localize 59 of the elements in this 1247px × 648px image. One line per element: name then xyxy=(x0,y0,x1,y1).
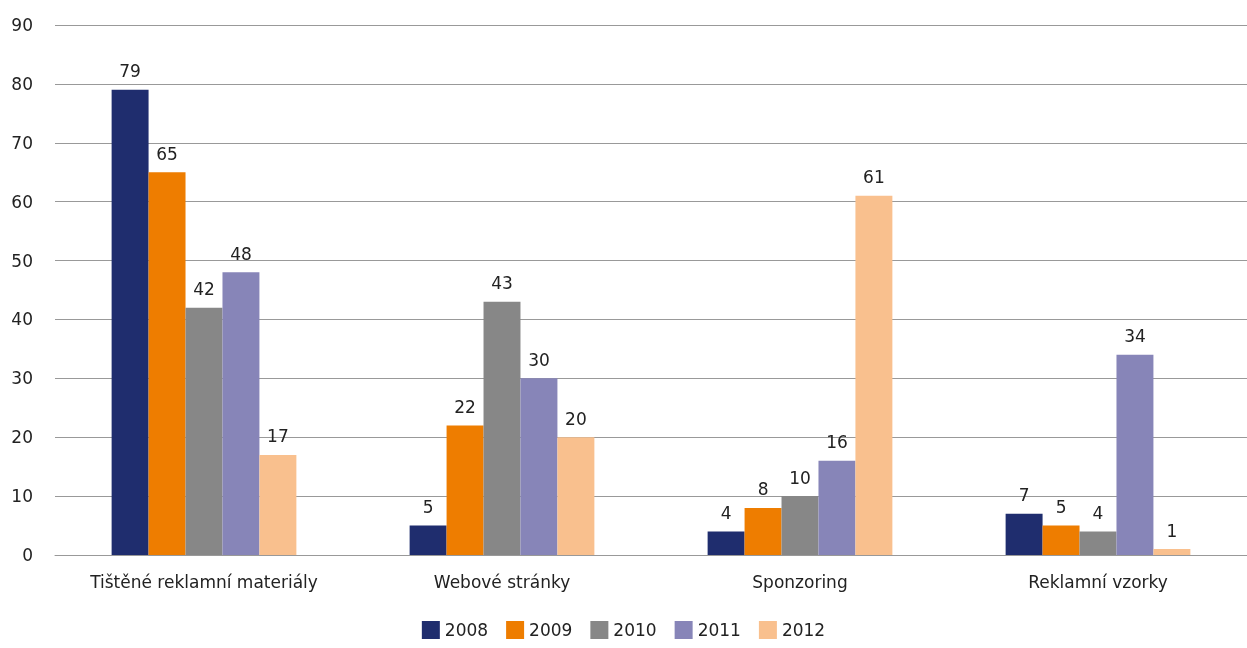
data-label: 17 xyxy=(267,426,289,447)
bar xyxy=(483,301,521,555)
y-tick-label: 80 xyxy=(11,73,33,94)
bar xyxy=(744,507,782,555)
data-label: 5 xyxy=(1055,497,1067,518)
data-label: 61 xyxy=(863,167,885,188)
bar xyxy=(520,378,558,555)
data-label: 5 xyxy=(422,497,434,518)
bar xyxy=(185,307,223,555)
y-tick-label: 90 xyxy=(11,15,33,35)
x-tick-label: Reklamní vzorky xyxy=(1028,571,1168,592)
bar xyxy=(1005,513,1043,555)
bar xyxy=(222,272,260,555)
bar xyxy=(1042,525,1080,555)
legend-label: 2012 xyxy=(781,620,826,640)
x-tick-label: Sponzoring xyxy=(752,571,848,592)
data-label: 30 xyxy=(528,349,550,370)
y-tick-label: 60 xyxy=(11,191,33,212)
data-label: 8 xyxy=(757,479,769,500)
data-label: 4 xyxy=(720,502,732,523)
bar xyxy=(707,531,745,555)
bar xyxy=(855,195,893,555)
bar xyxy=(409,525,447,555)
x-tick-label: Tištěné reklamní materiály xyxy=(89,571,318,592)
data-label: 48 xyxy=(230,243,252,264)
legend-label: 2009 xyxy=(529,620,573,640)
bar xyxy=(148,172,186,555)
bar xyxy=(1153,549,1191,555)
y-tick-label: 10 xyxy=(11,486,33,507)
data-label: 10 xyxy=(789,467,811,488)
data-label: 20 xyxy=(565,408,587,429)
y-tick-label: 20 xyxy=(11,427,33,448)
bar xyxy=(259,454,297,555)
bar xyxy=(557,437,595,555)
data-label: 79 xyxy=(119,61,141,82)
data-label: 16 xyxy=(826,432,848,453)
bar xyxy=(1079,531,1117,555)
bar xyxy=(111,89,149,555)
data-label: 42 xyxy=(193,279,215,300)
y-tick-label: 30 xyxy=(11,368,33,389)
y-tick-label: 40 xyxy=(11,309,33,330)
bar xyxy=(446,425,484,555)
legend-label: 2011 xyxy=(697,620,741,640)
bar xyxy=(781,496,819,555)
y-tick-label: 0 xyxy=(22,545,33,565)
bar xyxy=(818,460,856,555)
data-label: 43 xyxy=(491,273,513,294)
data-label: 7 xyxy=(1018,485,1030,506)
legend-label: 2010 xyxy=(613,620,657,640)
bar xyxy=(1116,354,1154,555)
y-tick-label: 70 xyxy=(11,132,33,153)
data-label: 22 xyxy=(454,396,476,417)
data-label: 34 xyxy=(1124,326,1146,347)
x-tick-label: Webové stránky xyxy=(433,571,571,592)
y-tick-label: 50 xyxy=(11,250,33,271)
data-label: 4 xyxy=(1092,502,1104,523)
legend-label: 2008 xyxy=(444,620,489,640)
data-label: 1 xyxy=(1166,520,1178,541)
data-label: 65 xyxy=(156,143,178,164)
